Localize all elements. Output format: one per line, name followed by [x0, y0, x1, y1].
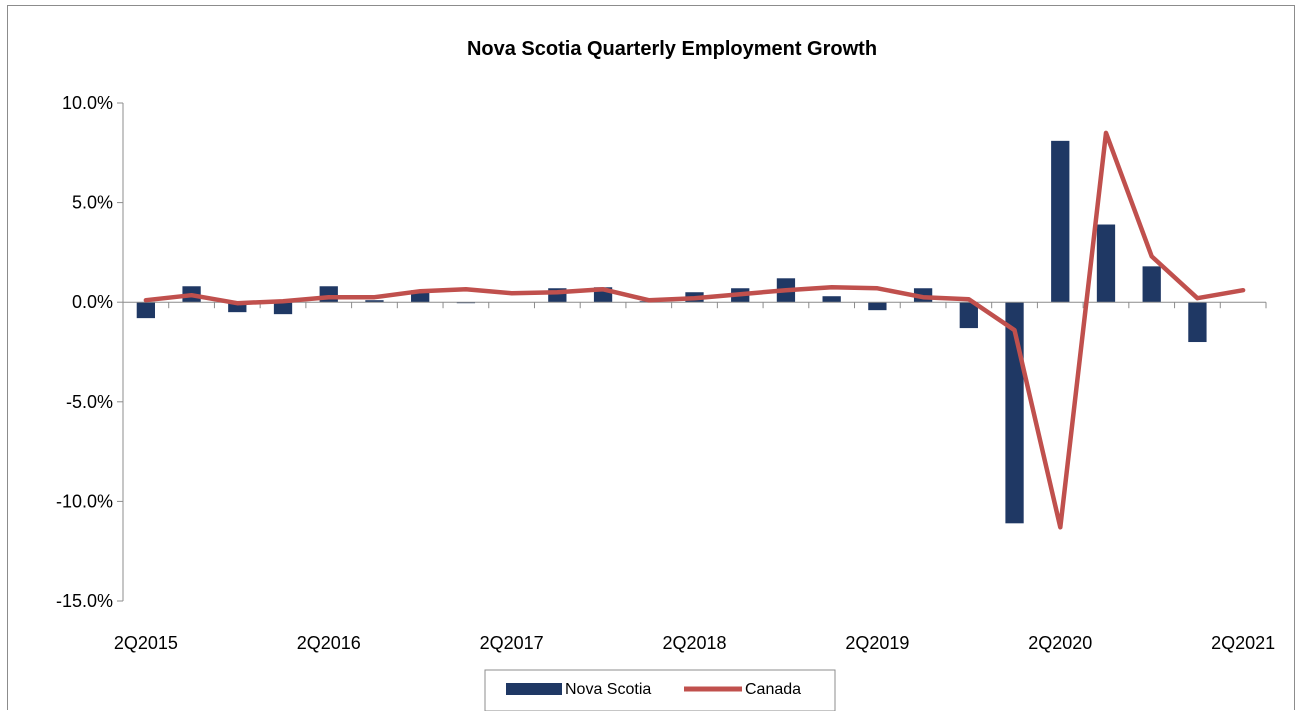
bar	[1051, 140, 1070, 303]
line-series-canada	[143, 130, 1246, 530]
y-tick-label: -10.0%	[56, 491, 113, 511]
bar	[959, 302, 978, 329]
legend-swatch-nova-scotia	[506, 683, 562, 695]
chart-frame: Nova Scotia Quarterly Employment Growth …	[7, 5, 1295, 711]
x-tick-label: 2Q2017	[480, 633, 544, 653]
y-axis-ticks	[117, 102, 123, 602]
legend: Nova Scotia Canada	[484, 669, 836, 711]
chart-title: Nova Scotia Quarterly Employment Growth	[467, 38, 877, 60]
y-tick-label: -15.0%	[56, 591, 113, 611]
y-tick-label: 0.0%	[72, 292, 113, 312]
x-tick-label: 2Q2015	[114, 633, 178, 653]
x-axis-ticks	[122, 302, 1267, 309]
bar	[365, 300, 384, 303]
legend-label-canada: Canada	[745, 681, 801, 698]
bar	[868, 302, 887, 311]
x-tick-label: 2Q2016	[297, 633, 361, 653]
bar	[273, 302, 293, 315]
bar	[822, 296, 841, 303]
bar	[136, 302, 156, 319]
x-tick-label: 2Q2019	[845, 633, 909, 653]
y-tick-label: -5.0%	[66, 392, 113, 412]
x-tick-label: 2Q2018	[662, 633, 726, 653]
x-tick-label: 2Q2020	[1028, 633, 1092, 653]
x-axis-labels: 2Q2015 2Q2016 2Q2017 2Q2018 2Q2019 2Q2020 2Q20…	[114, 633, 1275, 653]
bar	[411, 290, 430, 303]
bar	[228, 302, 247, 313]
bar	[1142, 266, 1161, 303]
bar	[1096, 224, 1116, 303]
y-axis-labels: 10.0% 5.0% 0.0% -5.0% -10.0% -15.0%	[56, 93, 113, 611]
chart: Nova Scotia Quarterly Employment Growth …	[56, 38, 1275, 711]
x-tick-label: 2Q2021	[1211, 633, 1275, 653]
bar	[1188, 302, 1207, 343]
series-line-canada	[143, 130, 1246, 530]
y-tick-label: 10.0%	[62, 93, 113, 113]
legend-label-nova-scotia: Nova Scotia	[565, 681, 651, 698]
y-tick-label: 5.0%	[72, 193, 113, 213]
